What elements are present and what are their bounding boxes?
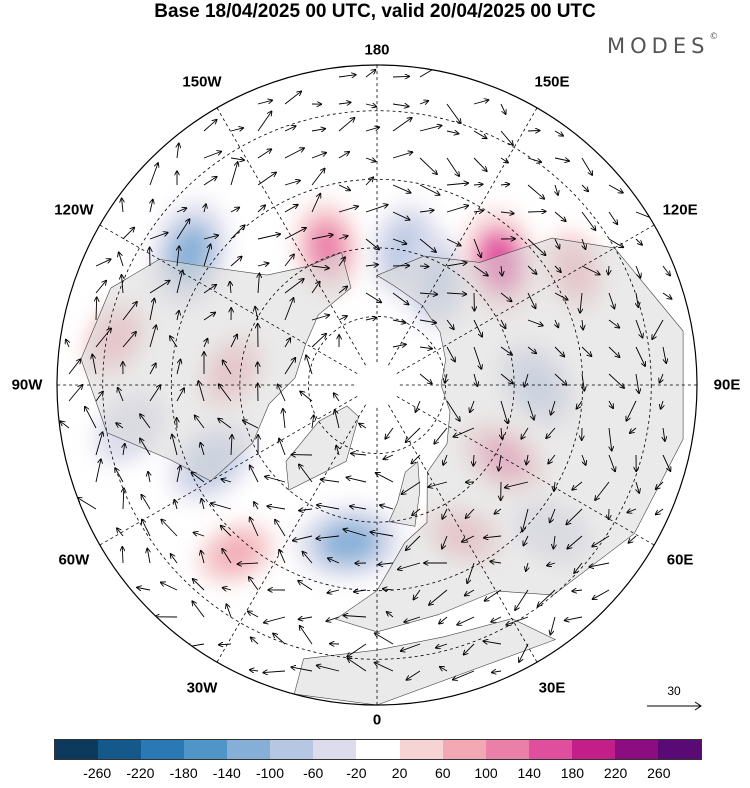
colorbar-tick-label: -260: [83, 765, 111, 781]
wind-vector: [528, 211, 546, 212]
colorbar-tick-label: 60: [435, 765, 451, 781]
wind-vector: [393, 76, 409, 77]
colorbar-swatch: [55, 740, 98, 759]
colorbar-tick-label: 220: [604, 765, 627, 781]
wind-vector: [420, 266, 428, 267]
wind-vector: [528, 131, 540, 132]
colorbar-tick-label: 20: [392, 765, 408, 781]
longitude-label: 60W: [58, 552, 89, 569]
colorbar-swatch: [486, 740, 529, 759]
colorbar-tick-label: -180: [170, 765, 198, 781]
longitude-label: 0: [373, 712, 381, 729]
colorbar-tick-label: 260: [647, 765, 670, 781]
colorbar-tick-label: -100: [256, 765, 284, 781]
colorbar-tick-label: 100: [474, 765, 497, 781]
longitude-label: 90W: [12, 377, 43, 394]
longitude-label: 150W: [182, 73, 221, 90]
vector-scale: 30: [643, 684, 705, 714]
colorbar-swatch: [141, 740, 184, 759]
colorbar-swatch: [529, 740, 572, 759]
vector-scale-arrow: [643, 684, 705, 714]
colorbar-swatch: [572, 740, 615, 759]
colorbar: [54, 739, 702, 760]
colorbar-swatch: [184, 740, 227, 759]
colorbar-ticks: -260 -220 -180 -140 -100 -60 -20 20 60 100 140 180 2…: [54, 763, 702, 783]
longitude-label: 120W: [54, 202, 93, 219]
colorbar-swatch: [443, 740, 486, 759]
colorbar-swatch: [658, 740, 701, 759]
longitude-label: 30E: [539, 680, 566, 697]
colorbar-tick-label: 140: [518, 765, 541, 781]
longitude-label: 150E: [534, 73, 569, 90]
longitude-label: 120E: [663, 202, 698, 219]
longitude-label: 90E: [714, 377, 741, 394]
colorbar-tick-label: 180: [561, 765, 584, 781]
colorbar-swatch: [356, 740, 399, 759]
colorbar-tick-label: -20: [346, 765, 366, 781]
colorbar-swatch: [227, 740, 270, 759]
longitude-label: 60E: [667, 552, 694, 569]
colorbar-swatch: [98, 740, 141, 759]
colorbar-swatch: [270, 740, 313, 759]
colorbar-tick-label: -220: [126, 765, 154, 781]
colorbar-swatch: [400, 740, 443, 759]
colorbar-swatch: [615, 740, 658, 759]
longitude-label: 180: [364, 42, 389, 59]
longitude-label: 30W: [187, 680, 218, 697]
colorbar-tick-label: -140: [213, 765, 241, 781]
colorbar-swatch: [313, 740, 356, 759]
colorbar-tick-label: -60: [303, 765, 323, 781]
